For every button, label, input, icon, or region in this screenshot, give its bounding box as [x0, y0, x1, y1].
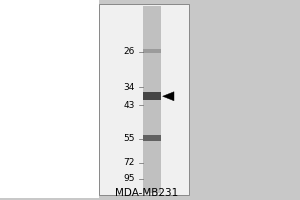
- Bar: [0, 0, 99, 198]
- Text: MDA-MB231: MDA-MB231: [116, 188, 178, 198]
- Text: 43: 43: [124, 101, 135, 110]
- Bar: [142, 92, 160, 100]
- Polygon shape: [163, 92, 174, 101]
- Text: 34: 34: [124, 83, 135, 92]
- Bar: [99, 4, 189, 195]
- Bar: [142, 6, 160, 193]
- Bar: [142, 135, 160, 141]
- Text: 72: 72: [124, 158, 135, 167]
- Text: 26: 26: [124, 47, 135, 56]
- Text: 95: 95: [124, 174, 135, 183]
- Text: 55: 55: [124, 134, 135, 143]
- Bar: [142, 49, 160, 53]
